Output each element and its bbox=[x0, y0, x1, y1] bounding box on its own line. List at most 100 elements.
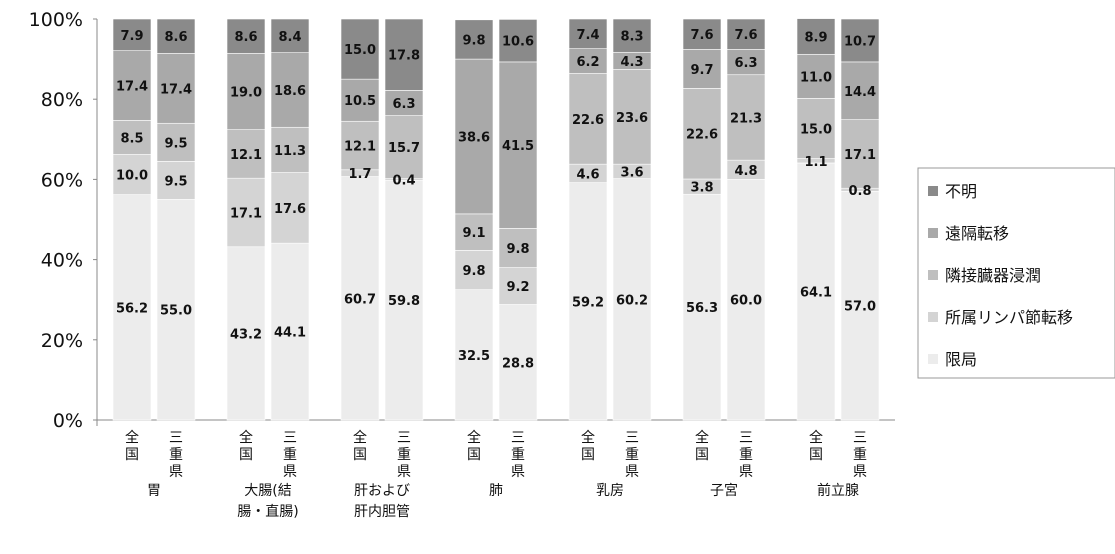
x-category-label: 前立腺 bbox=[817, 482, 859, 499]
bar-segment bbox=[156, 199, 196, 421]
data-label: 9.7 bbox=[690, 63, 713, 78]
bar-segment bbox=[498, 304, 538, 421]
data-label: 8.6 bbox=[164, 30, 187, 45]
labels-layer: 56.2 10.0 8.5 17.4 7.9 55.0 9.5 9.5 17.4 8.6 43.2 1… bbox=[116, 28, 876, 371]
data-label: 4.6 bbox=[576, 167, 599, 182]
bar-segment bbox=[682, 18, 722, 50]
x-sub-category-label: 県 bbox=[169, 464, 183, 480]
bar-segment bbox=[568, 48, 608, 74]
bar-segment bbox=[682, 193, 722, 421]
data-label: 19.0 bbox=[230, 86, 262, 101]
bar-segment bbox=[112, 18, 152, 51]
x-category-label: 胃 bbox=[147, 483, 161, 499]
bar-segment bbox=[156, 53, 196, 124]
data-label: 17.4 bbox=[116, 80, 148, 95]
x-sub-category-label: 三 bbox=[397, 430, 411, 446]
x-sub-category-label: 県 bbox=[739, 464, 753, 480]
data-label: 6.2 bbox=[576, 55, 599, 70]
x-sub-category-label: 三 bbox=[739, 430, 753, 446]
y-tick-label: 100% bbox=[29, 9, 83, 31]
x-sub-category-label: 三 bbox=[169, 430, 183, 446]
data-label: 9.1 bbox=[462, 226, 485, 241]
data-label: 10.6 bbox=[502, 35, 534, 50]
data-label: 9.8 bbox=[506, 242, 529, 257]
data-label: 57.0 bbox=[844, 300, 876, 315]
bar-segment bbox=[840, 18, 880, 63]
y-tick-label: 40% bbox=[41, 250, 83, 272]
data-label: 10.7 bbox=[844, 34, 876, 49]
bar-segment bbox=[226, 18, 266, 54]
legend-swatch bbox=[928, 270, 938, 280]
bar-segment bbox=[270, 242, 310, 421]
x-category-label: 肝内胆管 bbox=[354, 504, 410, 520]
data-label: 0.4 bbox=[392, 173, 415, 188]
bar-segment bbox=[112, 50, 152, 121]
x-sub-category-label: 県 bbox=[283, 464, 297, 480]
data-label: 8.9 bbox=[804, 30, 827, 45]
bar-segment bbox=[568, 73, 608, 165]
data-label: 38.6 bbox=[458, 130, 490, 145]
x-sub-category-label: 全 bbox=[695, 429, 709, 446]
data-label: 9.5 bbox=[164, 174, 187, 189]
data-label: 60.7 bbox=[344, 292, 376, 307]
data-label: 10.5 bbox=[344, 94, 376, 109]
data-label: 60.0 bbox=[730, 294, 762, 309]
bar-segment bbox=[226, 246, 266, 421]
data-label: 18.6 bbox=[274, 84, 306, 99]
data-label: 1.7 bbox=[348, 167, 371, 182]
bar-segment bbox=[340, 18, 380, 80]
x-category-label: 肝および bbox=[354, 483, 410, 499]
data-label: 4.8 bbox=[734, 164, 757, 179]
x-sub-category-label: 重 bbox=[739, 447, 753, 463]
legend-label: 不明 bbox=[945, 182, 977, 201]
bar-segment bbox=[726, 49, 766, 76]
data-label: 6.3 bbox=[392, 97, 415, 112]
x-sub-category-label: 全 bbox=[467, 429, 481, 446]
bar-segment bbox=[498, 267, 538, 305]
data-label: 3.6 bbox=[620, 165, 643, 180]
y-tick-label: 0% bbox=[53, 410, 83, 432]
bar-segment bbox=[498, 228, 538, 268]
x-sub-category-label: 重 bbox=[625, 447, 639, 463]
data-label: 8.6 bbox=[234, 30, 257, 45]
data-label: 11.3 bbox=[274, 144, 306, 159]
x-sub-category-label: 全 bbox=[581, 429, 595, 446]
legend-swatch bbox=[928, 186, 938, 196]
bar-segment bbox=[340, 78, 380, 122]
data-label: 21.3 bbox=[730, 111, 762, 126]
data-label: 6.3 bbox=[734, 56, 757, 71]
data-label: 9.8 bbox=[462, 33, 485, 48]
data-label: 60.2 bbox=[616, 293, 648, 308]
x-sub-category-label: 重 bbox=[397, 447, 411, 463]
bar-segment bbox=[270, 18, 310, 53]
bar-segment bbox=[796, 98, 836, 159]
x-category-label: 肺 bbox=[489, 483, 503, 499]
data-label: 15.7 bbox=[388, 141, 420, 156]
bar-segment bbox=[612, 69, 652, 165]
bar-segment bbox=[384, 18, 424, 91]
x-sub-category-label: 国 bbox=[353, 447, 367, 463]
x-sub-category-label: 国 bbox=[581, 447, 595, 463]
legend-label: 所属リンパ節転移 bbox=[945, 308, 1073, 327]
data-label: 15.0 bbox=[344, 43, 376, 58]
data-label: 9.8 bbox=[462, 264, 485, 279]
bar-segment bbox=[726, 74, 766, 161]
x-sub-category-label: 重 bbox=[511, 447, 525, 463]
bar-segment bbox=[226, 129, 266, 179]
data-label: 15.0 bbox=[800, 122, 832, 137]
x-sub-category-label: 全 bbox=[125, 429, 139, 446]
data-label: 0.8 bbox=[848, 184, 871, 199]
bar-segment bbox=[454, 289, 494, 421]
bar-segment bbox=[384, 179, 424, 421]
x-sub-category-label: 国 bbox=[239, 447, 253, 463]
data-label: 23.6 bbox=[616, 111, 648, 126]
data-label: 59.2 bbox=[572, 295, 604, 310]
x-sub-category-label: 重 bbox=[283, 447, 297, 463]
x-sub-category-label: 全 bbox=[353, 429, 367, 446]
x-sub-category-label: 県 bbox=[397, 464, 411, 480]
legend-box bbox=[917, 167, 1115, 379]
x-category-label: 子宮 bbox=[710, 483, 738, 499]
y-tick-label: 60% bbox=[41, 169, 83, 191]
bar-segment bbox=[454, 58, 494, 215]
